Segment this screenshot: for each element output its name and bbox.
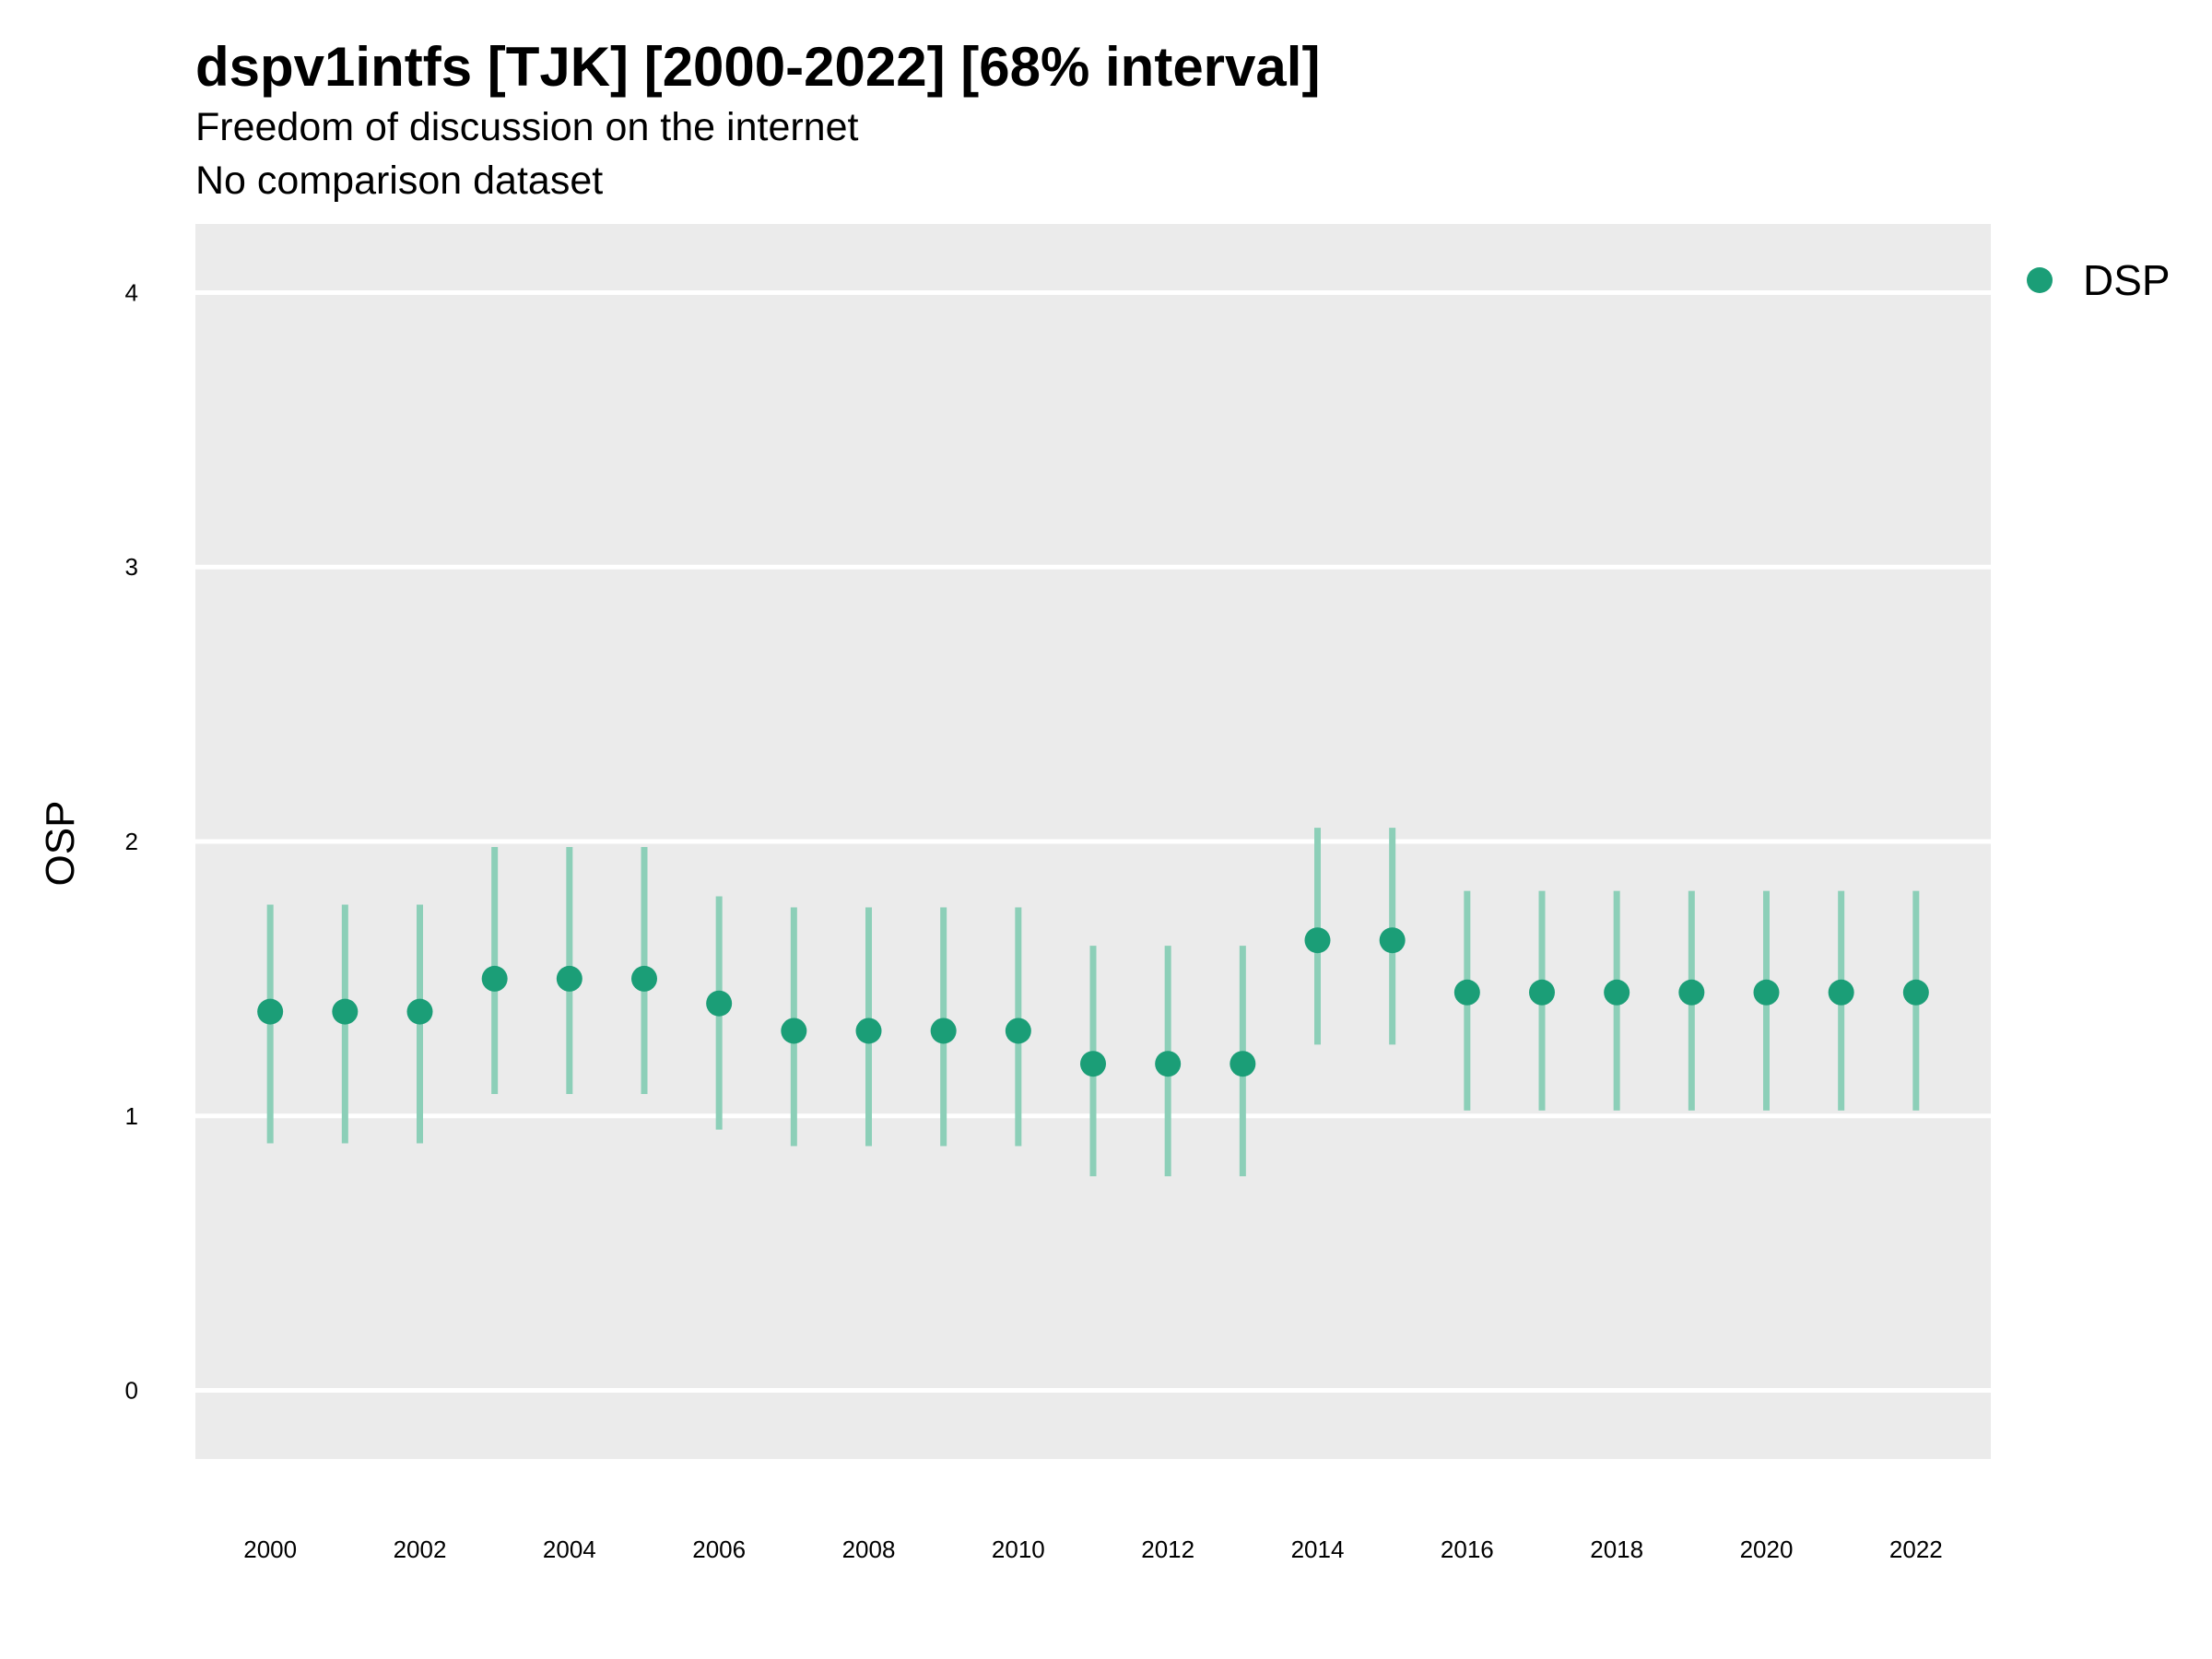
x-tick-label: 2014 [1291, 1535, 1345, 1563]
data-point [1828, 979, 1854, 1006]
legend-marker-dsp [2027, 267, 2053, 293]
y-tick-label: 2 [125, 828, 138, 855]
data-point [631, 965, 657, 992]
data-point [1230, 1051, 1256, 1077]
x-tick-label: 2004 [543, 1535, 596, 1563]
y-axis-label: OSP [38, 801, 83, 887]
y-tick-label: 3 [125, 553, 138, 581]
data-point [406, 998, 433, 1025]
x-tick-label: 2018 [1590, 1535, 1643, 1563]
y-tick-label: 1 [125, 1102, 138, 1130]
y-tick-label: 0 [125, 1377, 138, 1405]
chart-title: dspv1intfs [TJK] [2000-2022] [68% interv… [195, 36, 1321, 98]
legend-label-dsp: DSP [2083, 256, 2171, 304]
chart-subtitle-comparison: No comparison dataset [195, 159, 604, 203]
x-tick-label: 2016 [1441, 1535, 1494, 1563]
data-point [930, 1018, 957, 1044]
data-point [1080, 1051, 1106, 1077]
x-tick-label: 2006 [692, 1535, 746, 1563]
data-point [855, 1018, 882, 1044]
legend: DSP [2027, 256, 2171, 304]
x-tick-label: 2020 [1740, 1535, 1794, 1563]
data-point [332, 998, 359, 1025]
data-point [1678, 979, 1705, 1006]
x-axis-ticks: 2000 2002 2004 2006 2008 2010 2012 2014 2016 2018… [243, 1535, 1943, 1563]
data-points [257, 927, 1929, 1077]
data-point [1453, 979, 1480, 1006]
y-tick-label: 4 [125, 278, 138, 306]
data-point [1005, 1018, 1031, 1044]
data-point [781, 1018, 807, 1044]
data-point [1304, 927, 1331, 954]
x-tick-label: 2012 [1141, 1535, 1194, 1563]
chart-subtitle: Freedom of discussion on the internet [195, 105, 859, 149]
x-tick-label: 2022 [1889, 1535, 1943, 1563]
data-point [1529, 979, 1555, 1006]
data-point [1155, 1051, 1182, 1077]
data-point [1753, 979, 1780, 1006]
data-point [481, 965, 508, 992]
x-tick-label: 2008 [842, 1535, 896, 1563]
data-point [1604, 979, 1630, 1006]
x-tick-label: 2002 [394, 1535, 447, 1563]
x-tick-label: 2000 [243, 1535, 297, 1563]
data-point [257, 998, 284, 1025]
data-point [1379, 927, 1406, 954]
y-axis-ticks: 0 1 2 3 4 [125, 278, 138, 1404]
data-point [1902, 979, 1929, 1006]
data-point [706, 990, 733, 1017]
x-tick-label: 2010 [992, 1535, 1045, 1563]
data-point [556, 965, 582, 992]
